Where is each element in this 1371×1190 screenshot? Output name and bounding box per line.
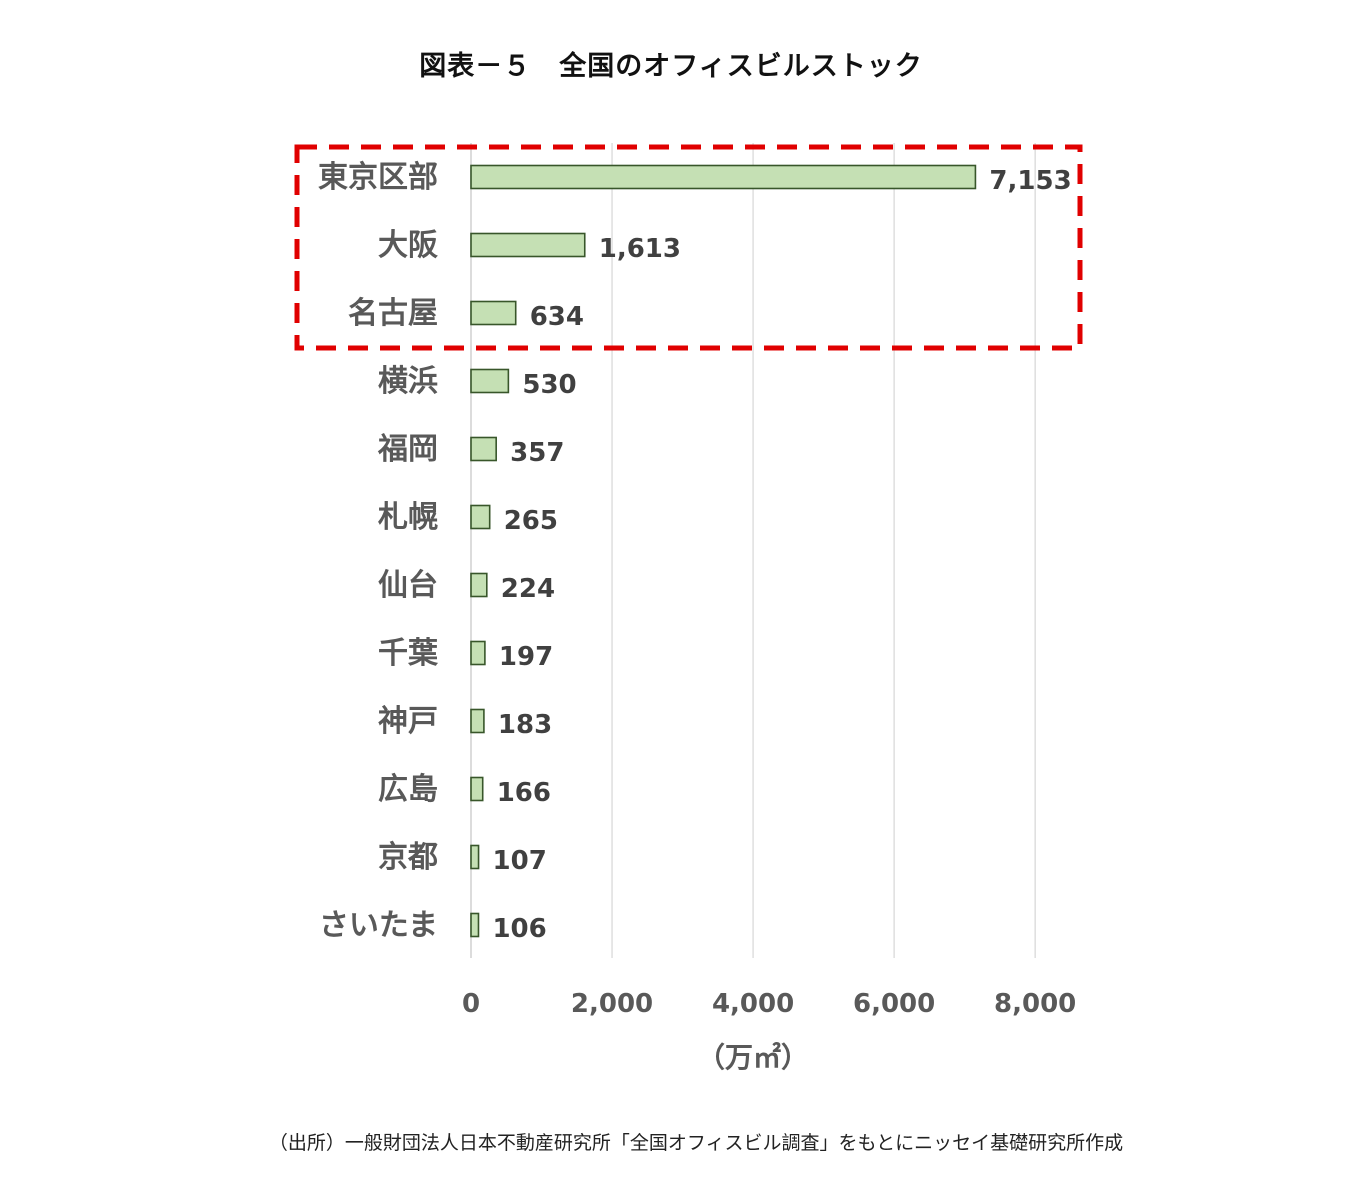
bar [470, 436, 497, 462]
bar [470, 844, 480, 870]
chart-title: 図表－５ 全国のオフィスビルストック [419, 51, 923, 82]
category-label: 京都 [378, 840, 438, 875]
data-label: 166 [497, 778, 551, 808]
data-label: 106 [492, 914, 546, 944]
bar [470, 708, 485, 734]
bar [470, 912, 480, 938]
category-label: 東京区部 [318, 160, 438, 195]
category-label: 大阪 [378, 228, 438, 263]
bar [470, 232, 586, 258]
data-label: 7,153 [989, 166, 1071, 196]
category-label: 福岡 [377, 432, 438, 467]
bar [470, 300, 517, 326]
data-label: 530 [522, 370, 576, 400]
data-label: 1,613 [599, 234, 681, 264]
x-tick-label: 2,000 [571, 989, 653, 1019]
data-label: 357 [510, 438, 564, 468]
category-label: 千葉 [378, 636, 439, 671]
bar [470, 572, 488, 598]
data-label: 265 [504, 506, 558, 536]
data-label: 197 [499, 642, 553, 672]
x-tick-label: 6,000 [853, 989, 935, 1019]
data-label: 107 [493, 846, 547, 876]
category-label: 横浜 [378, 364, 438, 399]
data-label: 183 [498, 710, 552, 740]
highlight-box [294, 144, 1083, 351]
category-label: さいたま [319, 908, 438, 943]
x-tick-label: 4,000 [712, 989, 794, 1019]
category-label: 名古屋 [348, 296, 438, 331]
bar [470, 504, 491, 530]
bar [470, 164, 977, 190]
category-label: 広島 [378, 772, 438, 807]
data-label: 224 [501, 574, 555, 604]
x-axis-label: （万㎡） [696, 1041, 809, 1074]
bar [470, 640, 486, 666]
data-label: 634 [530, 302, 584, 332]
source-note: （出所）一般財団法人日本不動産研究所「全国オフィスビル調査」をもとにニッセイ基礎… [268, 1132, 1124, 1154]
category-label: 神戸 [378, 704, 438, 739]
bar [470, 368, 510, 394]
x-tick-label: 0 [462, 989, 480, 1019]
category-label: 仙台 [378, 568, 438, 603]
category-label: 札幌 [378, 500, 438, 535]
x-tick-label: 8,000 [994, 989, 1076, 1019]
bar [470, 776, 484, 802]
